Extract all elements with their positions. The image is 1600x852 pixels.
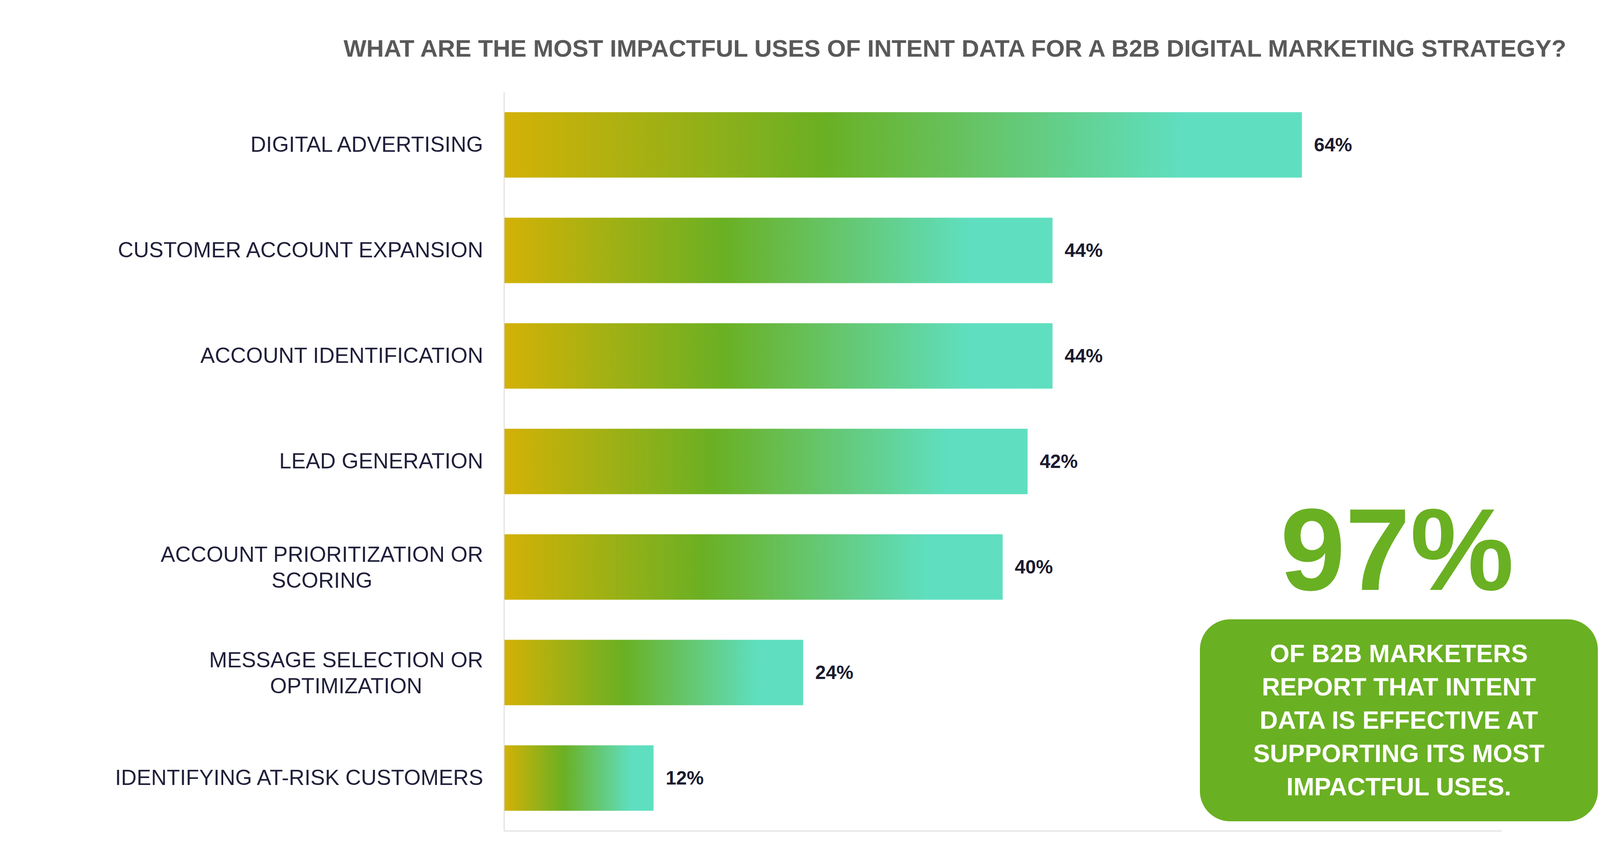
tick-label: ACCOUNT PRIORITIZATION ORSCORING [160, 542, 484, 593]
callout-box [1199, 619, 1598, 822]
data-label: 42% [1039, 450, 1078, 472]
callout-text-line: DATA IS EFFECTIVE AT [1259, 705, 1538, 735]
callout-text: OF B2B MARKETERS REPORT THAT INTENT DATA I… [1253, 639, 1545, 801]
bars [503, 112, 1302, 811]
bar [503, 745, 654, 811]
title: WHAT ARE THE MOST IMPACTFUL USES OF INTE… [343, 34, 1567, 62]
tick-label-line: SCORING [271, 568, 373, 593]
tick-label-line: OPTIMIZATION [269, 673, 423, 699]
bar [503, 428, 1028, 494]
bar [503, 639, 804, 706]
bar [503, 534, 1003, 600]
tick: ACCOUNT PRIORITIZATION ORSCORING [160, 542, 504, 593]
data-label: 40% [1014, 556, 1053, 578]
bar [503, 112, 1302, 178]
tick-label: ACCOUNT IDENTIFICATION [200, 343, 484, 368]
tick-label: LEAD GENERATION [279, 448, 484, 474]
callout-text-line: SUPPORTING ITS MOST [1253, 739, 1545, 768]
data-label: 44% [1064, 239, 1103, 261]
tick: DIGITAL ADVERTISING [250, 132, 504, 157]
data-label: 12% [665, 767, 704, 789]
callout-text-line: IMPACTFUL USES. [1286, 772, 1512, 801]
chart: WHAT ARE THE MOST IMPACTFUL USES OF INTE… [0, 0, 1600, 852]
callout-text-line: OF B2B MARKETERS [1269, 639, 1528, 668]
callout-number: 97% [1280, 484, 1514, 615]
x-axis-line [504, 830, 1502, 832]
tick: CUSTOMER ACCOUNT EXPANSION [117, 237, 504, 263]
tick-label-line: MESSAGE SELECTION OR [209, 647, 484, 673]
tick-label: IDENTIFYING AT-RISK CUSTOMERS [115, 765, 484, 790]
bar [503, 217, 1053, 283]
data-label: 24% [815, 661, 854, 683]
y-axis-line [503, 92, 505, 832]
tick-label: DIGITAL ADVERTISING [250, 132, 484, 157]
y-axis: DIGITAL ADVERTISING CUSTOMER ACCOUNT EXPA… [115, 92, 505, 832]
tick: MESSAGE SELECTION OROPTIMIZATION [209, 647, 504, 699]
tick-label: MESSAGE SELECTION OROPTIMIZATION [209, 647, 484, 699]
data-label: 44% [1064, 345, 1103, 367]
x-axis [504, 830, 1502, 832]
bar [503, 323, 1053, 389]
callout-text-line: REPORT THAT INTENT [1261, 672, 1536, 701]
tick: IDENTIFYING AT-RISK CUSTOMERS [115, 765, 504, 790]
data-label: 64% [1314, 134, 1353, 156]
tick-label: CUSTOMER ACCOUNT EXPANSION [117, 237, 484, 263]
tick: ACCOUNT IDENTIFICATION [200, 343, 504, 368]
tick-label-line: ACCOUNT PRIORITIZATION OR [160, 542, 484, 567]
tick: LEAD GENERATION [279, 448, 504, 474]
